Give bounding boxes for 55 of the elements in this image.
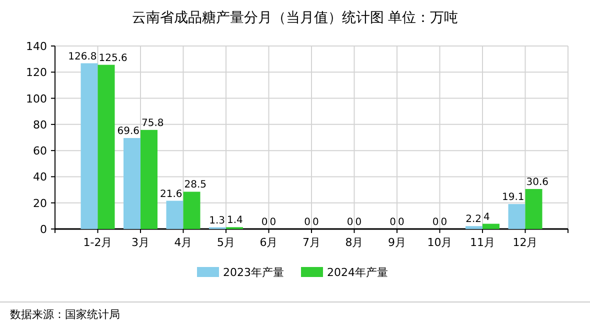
data-label: 0 <box>432 217 439 228</box>
data-label: 30.6 <box>526 177 549 188</box>
data-label: 0 <box>355 217 362 228</box>
data-label: 75.8 <box>142 118 164 129</box>
data-label: 2.2 <box>466 214 482 226</box>
y-tick-label: 60 <box>33 144 47 158</box>
data-label: 1.4 <box>227 215 243 226</box>
x-tick-label: 3月 <box>132 236 150 249</box>
data-label: 21.6 <box>160 188 182 200</box>
data-label: 0 <box>270 217 276 228</box>
data-label: 0 <box>261 217 268 228</box>
y-tick-label: 20 <box>33 196 47 210</box>
data-label: 69.6 <box>117 126 140 138</box>
data-label: 0 <box>312 217 319 228</box>
bar <box>98 64 115 229</box>
x-tick-label: 11月 <box>470 236 495 249</box>
x-tick-label: 5月 <box>217 236 235 249</box>
x-tick-label: 6月 <box>260 236 278 249</box>
data-label: 125.6 <box>98 52 128 64</box>
data-label: 4 <box>484 212 490 223</box>
data-label: 126.8 <box>68 51 97 62</box>
bar <box>183 192 200 229</box>
x-tick-label: 1-2月 <box>83 236 112 249</box>
x-tick-label: 12月 <box>512 236 538 249</box>
chart-title: 云南省成品糖产量分月（当月值）统计图 单位：万吨 <box>132 10 458 26</box>
bar <box>508 204 526 229</box>
bar <box>466 226 482 229</box>
x-tick-label: 4月 <box>174 236 192 249</box>
x-tick-label: 10月 <box>427 236 452 249</box>
data-label: 19.1 <box>502 192 524 204</box>
x-tick-label: 7月 <box>302 236 320 249</box>
y-tick-label: 40 <box>33 170 47 184</box>
data-label: 0 <box>390 217 396 228</box>
bar <box>140 130 158 229</box>
y-tick-label: 80 <box>33 118 47 132</box>
x-tick-label: 9月 <box>388 236 406 249</box>
y-tick-label: 140 <box>26 40 47 53</box>
y-tick-label: 100 <box>26 92 47 106</box>
bar <box>80 63 98 229</box>
y-tick-label: 0 <box>40 223 47 236</box>
data-label: 0 <box>440 217 448 228</box>
bar <box>166 200 184 229</box>
source-note: 数据来源：国家统计局 <box>10 308 120 321</box>
data-label: 1.3 <box>209 215 225 226</box>
legend-label: 2024年产量 <box>327 266 388 279</box>
bar <box>124 138 140 229</box>
data-label: 0 <box>304 217 310 228</box>
data-label: 0 <box>398 217 404 228</box>
y-tick-label: 120 <box>26 66 47 80</box>
bar <box>482 224 500 229</box>
bar <box>525 189 542 229</box>
data-label: 28.5 <box>184 180 207 191</box>
data-label: 0 <box>346 217 354 228</box>
x-tick-label: 8月 <box>345 236 364 249</box>
legend-label: 2023年产量 <box>223 266 284 279</box>
